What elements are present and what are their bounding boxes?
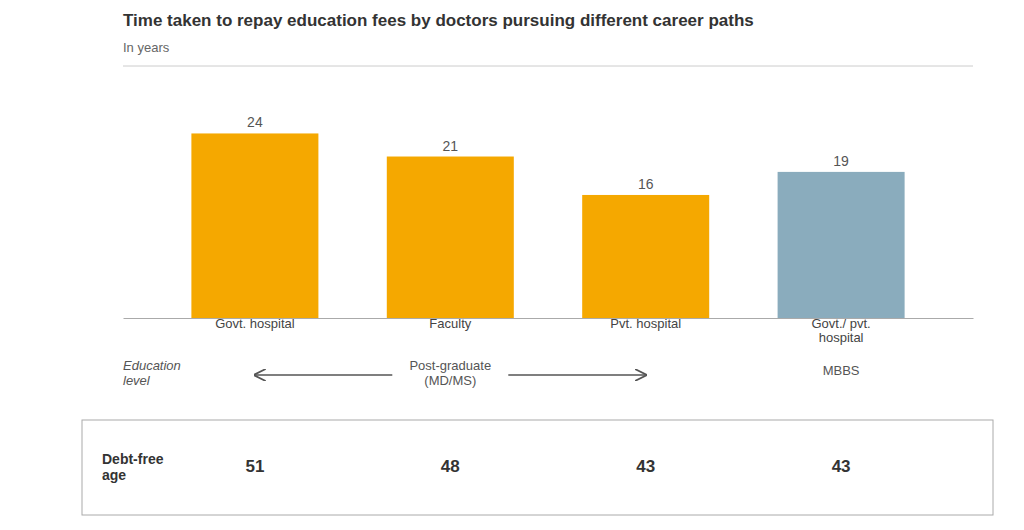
- x-tick-label: Govt./ pvt.hospital: [811, 316, 870, 345]
- text-line: Govt./ pvt.: [811, 316, 870, 331]
- debt-free-age: 43: [636, 457, 655, 476]
- text-line: MBBS: [823, 363, 860, 378]
- text-line: hospital: [819, 330, 864, 345]
- bar: [582, 195, 709, 318]
- x-tick-label: Pvt. hospital: [610, 316, 681, 331]
- text-line: Post-graduate: [409, 358, 491, 373]
- x-tick-label: Faculty: [429, 316, 471, 331]
- data-labels: 24 21 16 19: [247, 114, 849, 192]
- education-label: Educationlevel: [123, 358, 181, 388]
- data-label: 21: [443, 138, 459, 154]
- x-axis: Govt. hospital Faculty Pvt. hospital Govt./…: [124, 316, 974, 345]
- x-tick: Pvt. hospital: [610, 316, 681, 331]
- x-tick: Faculty: [429, 316, 471, 331]
- text-line: Faculty: [429, 316, 471, 331]
- x-tick-label: Govt. hospital: [215, 316, 295, 331]
- title: Time taken to repay education fees by do…: [123, 11, 754, 30]
- text-line: Govt. hospital: [215, 316, 295, 331]
- bars: [191, 133, 904, 318]
- mbbs-label: MBBS: [823, 363, 860, 378]
- debt-free-table: Debt-freeage 51 48 43 43: [82, 420, 993, 515]
- data-label: 16: [638, 176, 654, 192]
- x-tick: Govt. hospital: [215, 316, 295, 331]
- text-line: Debt-free: [102, 450, 164, 466]
- data-label: 19: [833, 153, 849, 169]
- annotations: Educationlevel Post-graduate(MD/MS) MBBS: [123, 358, 860, 388]
- debt-free-age: 51: [245, 457, 264, 476]
- pg-label: Post-graduate(MD/MS): [409, 358, 491, 388]
- text-line: Pvt. hospital: [610, 316, 681, 331]
- debt-free-age: 43: [832, 457, 851, 476]
- text-line: Education: [123, 358, 181, 373]
- text-line: (MD/MS): [424, 373, 476, 388]
- arrow: [508, 374, 645, 376]
- chart: Time taken to repay education fees by do…: [0, 0, 1024, 530]
- text-line: level: [123, 373, 151, 388]
- x-tick: Govt./ pvt.hospital: [811, 316, 870, 345]
- debt-free-age: 48: [441, 457, 460, 476]
- text-line: age: [102, 467, 126, 483]
- subtitle: In years: [123, 40, 170, 55]
- table-box: [82, 420, 993, 515]
- bar: [387, 157, 514, 318]
- rule: [123, 66, 973, 67]
- data-label: 24: [247, 114, 263, 130]
- arrow: [255, 374, 392, 376]
- debt-free-label: Debt-freeage: [102, 450, 164, 483]
- bar: [191, 133, 318, 318]
- bar: [778, 172, 905, 318]
